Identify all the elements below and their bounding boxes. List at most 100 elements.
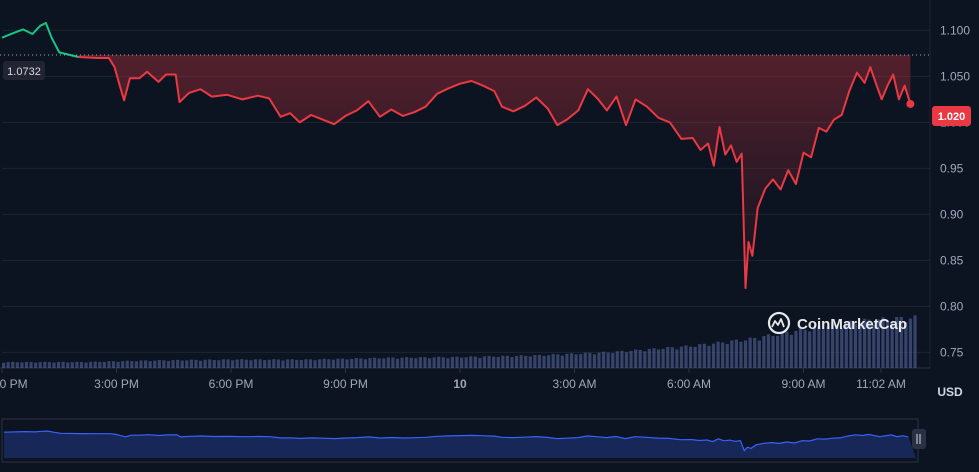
volume-bar (615, 351, 619, 368)
volume-bar (473, 356, 477, 368)
volume-bar (6, 362, 10, 368)
volume-bar (336, 358, 340, 368)
current-price-dot (906, 99, 915, 108)
volume-bar (460, 357, 464, 368)
volume-bar (304, 359, 308, 368)
volume-bar (290, 359, 294, 368)
volume-bar (221, 359, 226, 368)
volume-bar (684, 345, 688, 368)
volume-bar (116, 361, 120, 368)
volume-bar (276, 359, 280, 368)
volume-bar (528, 356, 532, 368)
volume-bar (143, 360, 148, 368)
volume-bar (162, 360, 166, 368)
volume-bar (666, 346, 670, 368)
volume-bar (34, 362, 38, 368)
volume-bar (240, 359, 244, 368)
volume-bar (386, 357, 390, 368)
volume-bar (693, 346, 697, 368)
volume-bar (24, 361, 29, 368)
volume-bar (56, 361, 61, 368)
volume-bar (318, 359, 322, 368)
volume-bar (308, 359, 313, 368)
volume-bar (556, 354, 560, 368)
volume-bar (579, 354, 583, 368)
volume-bar (501, 355, 505, 368)
volume-bar (382, 358, 386, 368)
volume-bar (780, 331, 784, 368)
volume-bar (670, 347, 674, 368)
volume-bar (519, 355, 523, 368)
volume-bar (624, 352, 629, 368)
volume-bar (492, 356, 496, 368)
volume-bar (766, 334, 771, 368)
volume-bar (716, 341, 720, 368)
volume-bar (125, 360, 129, 368)
volume-bar (368, 358, 372, 368)
y-tick-label: 0.85 (940, 253, 964, 267)
volume-bar (171, 360, 175, 368)
volume-bar (675, 349, 679, 368)
navigator-area (4, 431, 916, 458)
volume-bar (359, 358, 363, 368)
volume-bar (482, 356, 487, 368)
volume-bar (437, 356, 441, 368)
y-tick-label: 1.100 (940, 23, 970, 37)
volume-bar (102, 361, 106, 368)
volume-bar (679, 346, 684, 368)
volume-bar (139, 360, 143, 368)
volume-bar (652, 348, 656, 368)
volume-bar (844, 322, 848, 368)
volume-bar (647, 348, 651, 368)
volume-bar (698, 344, 702, 368)
volume-bar (634, 349, 638, 368)
volume-bar (524, 355, 528, 368)
currency-label: USD (937, 385, 963, 399)
range-navigator[interactable] (1, 418, 926, 463)
volume-bar (38, 362, 42, 368)
volume-bar (253, 359, 258, 368)
volume-bar (707, 345, 711, 368)
navigator-handle[interactable] (912, 429, 926, 449)
volume-bar (455, 356, 459, 368)
volume-bar (185, 360, 189, 368)
volume-bar (597, 352, 601, 368)
volume-bar (208, 359, 212, 368)
volume-bar (812, 326, 816, 368)
volume-bar (913, 315, 917, 368)
volume-bar (345, 359, 349, 368)
volume-bar (52, 362, 56, 368)
volume-bar (725, 343, 729, 368)
volume-bar (84, 362, 88, 368)
x-tick-label: 12:00 PM (0, 377, 28, 391)
volume-bar (427, 358, 432, 368)
price-line-up (1, 22, 79, 58)
volume-bar (876, 319, 880, 368)
volume-bar (111, 361, 116, 368)
volume-bar (212, 360, 216, 368)
volume-bar (629, 350, 633, 368)
volume-bar (75, 361, 79, 368)
volume-bar (569, 353, 574, 368)
volume-bar (98, 361, 102, 368)
volume-bar (762, 336, 766, 368)
watermark-text: CoinMarketCap (797, 316, 907, 333)
volume-bar (867, 319, 871, 368)
y-tick-label: 0.95 (940, 161, 964, 175)
volume-bar (542, 355, 546, 368)
volume-bar (505, 355, 509, 368)
volume-bar (560, 355, 564, 368)
volume-bar (551, 354, 555, 368)
volume-bar (592, 354, 597, 368)
reference-price-label: 1.0732 (7, 66, 41, 78)
volume-bar (66, 362, 70, 368)
price-area (78, 55, 911, 288)
volume-bar (189, 359, 193, 368)
volume-bar (478, 357, 482, 368)
volume-bar (803, 329, 807, 368)
volume-bar (638, 349, 642, 368)
volume-bar (176, 359, 180, 368)
volume-bar (446, 358, 450, 368)
